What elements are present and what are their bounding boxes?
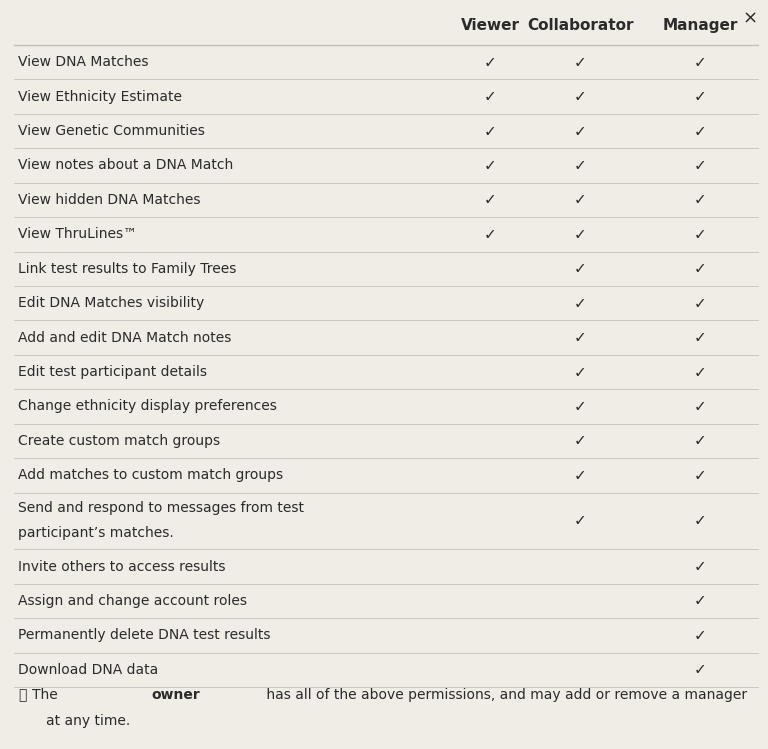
Text: ✓: ✓: [484, 192, 496, 207]
Text: ✓: ✓: [574, 365, 587, 380]
Text: ✓: ✓: [694, 296, 707, 311]
Text: at any time.: at any time.: [46, 714, 131, 728]
Text: ✓: ✓: [694, 89, 707, 104]
Text: ✓: ✓: [484, 55, 496, 70]
Text: ✓: ✓: [694, 124, 707, 139]
Text: ✓: ✓: [484, 158, 496, 173]
Text: ✓: ✓: [574, 468, 587, 483]
Text: ✓: ✓: [694, 227, 707, 242]
Text: ✓: ✓: [574, 124, 587, 139]
Text: The: The: [32, 688, 62, 702]
Text: ✓: ✓: [694, 330, 707, 345]
Text: ✓: ✓: [694, 399, 707, 414]
Text: Viewer: Viewer: [461, 18, 519, 33]
Text: Download DNA data: Download DNA data: [18, 663, 158, 677]
Text: ✓: ✓: [694, 261, 707, 276]
Text: Collaborator: Collaborator: [527, 18, 634, 33]
Text: ✓: ✓: [694, 158, 707, 173]
Text: ✓: ✓: [574, 261, 587, 276]
Text: ✓: ✓: [694, 468, 707, 483]
Text: ✓: ✓: [574, 296, 587, 311]
Text: Edit DNA Matches visibility: Edit DNA Matches visibility: [18, 296, 204, 310]
Text: ✓: ✓: [574, 89, 587, 104]
Text: View DNA Matches: View DNA Matches: [18, 55, 148, 69]
Text: View Genetic Communities: View Genetic Communities: [18, 124, 205, 138]
Text: Send and respond to messages from test: Send and respond to messages from test: [18, 501, 304, 515]
Text: ✓: ✓: [574, 227, 587, 242]
Text: ✓: ✓: [694, 434, 707, 449]
Text: ✓: ✓: [574, 192, 587, 207]
Text: Add matches to custom match groups: Add matches to custom match groups: [18, 468, 283, 482]
Text: ✓: ✓: [574, 330, 587, 345]
Text: Create custom match groups: Create custom match groups: [18, 434, 220, 448]
Text: ✓: ✓: [694, 593, 707, 608]
Text: Manager: Manager: [662, 18, 738, 33]
Text: ✓: ✓: [484, 124, 496, 139]
Text: ×: ×: [743, 10, 758, 28]
Text: Assign and change account roles: Assign and change account roles: [18, 594, 247, 608]
Text: ✓: ✓: [574, 434, 587, 449]
Text: Link test results to Family Trees: Link test results to Family Trees: [18, 261, 237, 276]
Text: ✓: ✓: [694, 365, 707, 380]
Text: ✓: ✓: [574, 399, 587, 414]
Text: ✓: ✓: [694, 513, 707, 528]
Text: Change ethnicity display preferences: Change ethnicity display preferences: [18, 399, 277, 413]
Text: has all of the above permissions, and may add or remove a manager: has all of the above permissions, and ma…: [262, 688, 746, 702]
Text: View Ethnicity Estimate: View Ethnicity Estimate: [18, 90, 182, 103]
Text: View ThruLines™: View ThruLines™: [18, 228, 137, 241]
Text: Permanently delete DNA test results: Permanently delete DNA test results: [18, 628, 270, 643]
Text: Add and edit DNA Match notes: Add and edit DNA Match notes: [18, 330, 231, 345]
Text: ✓: ✓: [694, 192, 707, 207]
Text: ✓: ✓: [694, 559, 707, 574]
Text: ⓘ: ⓘ: [18, 688, 26, 702]
Text: ✓: ✓: [484, 89, 496, 104]
Text: ✓: ✓: [694, 628, 707, 643]
Text: ✓: ✓: [694, 55, 707, 70]
Text: ✓: ✓: [574, 158, 587, 173]
Text: ✓: ✓: [694, 662, 707, 677]
Text: ✓: ✓: [484, 227, 496, 242]
Text: ✓: ✓: [574, 513, 587, 528]
Text: Invite others to access results: Invite others to access results: [18, 560, 226, 574]
Text: participant’s matches.: participant’s matches.: [18, 527, 174, 540]
Text: View notes about a DNA Match: View notes about a DNA Match: [18, 159, 233, 172]
Text: ✓: ✓: [574, 55, 587, 70]
Text: owner: owner: [151, 688, 200, 702]
Text: View hidden DNA Matches: View hidden DNA Matches: [18, 193, 200, 207]
Text: Edit test participant details: Edit test participant details: [18, 365, 207, 379]
